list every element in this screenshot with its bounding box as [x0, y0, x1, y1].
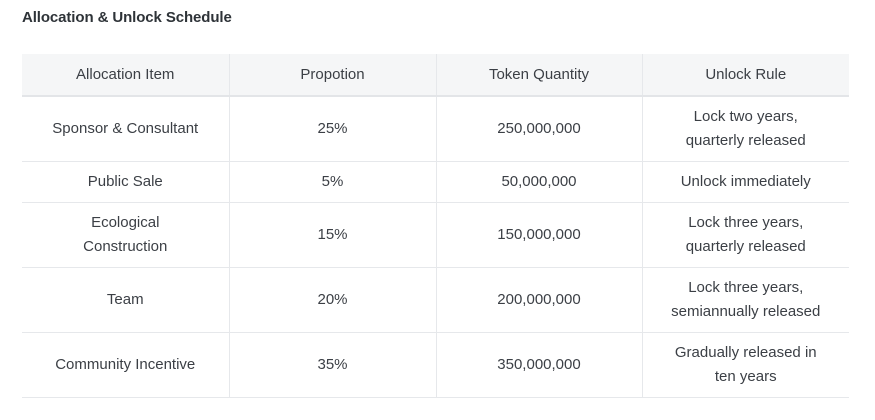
cell-token-quantity: 250,000,000 — [435, 96, 642, 162]
cell-token-quantity: 350,000,000 — [435, 332, 642, 398]
cell-proportion: 5% — [228, 161, 436, 203]
table-row: Team 20% 200,000,000 Lock three years, se… — [22, 267, 849, 333]
cell-line: Ecological — [91, 214, 160, 231]
cell-allocation-item: Team — [22, 267, 229, 333]
table-row: Sponsor & Consultant 25% 250,000,000 Loc… — [22, 96, 849, 162]
table-row: Ecological Construction 15% 150,000,000 L… — [22, 202, 849, 268]
cell-line: quarterly released — [685, 238, 806, 255]
header-token-quantity: Token Quantity — [435, 54, 642, 97]
cell-unlock-rule: Gradually released in ten years — [641, 332, 849, 398]
cell-proportion: 15% — [228, 202, 436, 268]
cell-line: Lock three years, — [688, 214, 804, 231]
cell-allocation-item: Public Sale — [22, 161, 229, 203]
cell-line: Sponsor & Consultant — [52, 120, 199, 137]
table-header-row: Allocation Item Propotion Token Quantity… — [22, 54, 849, 97]
cell-proportion: 25% — [228, 96, 436, 162]
cell-line: Community Incentive — [55, 356, 196, 373]
cell-line: Unlock immediately — [680, 173, 811, 190]
cell-line: Lock two years, — [693, 108, 798, 125]
cell-unlock-rule: Lock three years, quarterly released — [641, 202, 849, 268]
cell-proportion: 20% — [228, 267, 436, 333]
header-proportion: Propotion — [228, 54, 436, 97]
cell-line: Construction — [83, 238, 168, 255]
allocation-table: Allocation Item Propotion Token Quantity… — [22, 54, 849, 398]
cell-line: semiannually released — [671, 303, 821, 320]
header-unlock-rule: Unlock Rule — [641, 54, 849, 97]
cell-token-quantity: 200,000,000 — [435, 267, 642, 333]
cell-proportion: 35% — [228, 332, 436, 398]
cell-line: quarterly released — [685, 132, 806, 149]
table-row: Community Incentive 35% 350,000,000 Grad… — [22, 332, 849, 398]
cell-unlock-rule: Lock three years, semiannually released — [641, 267, 849, 333]
cell-line: Team — [106, 291, 144, 308]
cell-token-quantity: 50,000,000 — [435, 161, 642, 203]
cell-line: Public Sale — [87, 173, 163, 190]
cell-line: ten years — [714, 368, 777, 385]
cell-allocation-item: Ecological Construction — [22, 202, 229, 268]
cell-allocation-item: Community Incentive — [22, 332, 229, 398]
cell-allocation-item: Sponsor & Consultant — [22, 96, 229, 162]
cell-line: Lock three years, — [688, 279, 804, 296]
cell-token-quantity: 150,000,000 — [435, 202, 642, 268]
cell-unlock-rule: Lock two years, quarterly released — [641, 96, 849, 162]
cell-unlock-rule: Unlock immediately — [641, 161, 849, 203]
header-allocation-item: Allocation Item — [22, 54, 229, 97]
table-row: Public Sale 5% 50,000,000 Unlock immedia… — [22, 161, 849, 203]
page-title: Allocation & Unlock Schedule — [22, 9, 232, 26]
cell-line: Gradually released in — [674, 344, 817, 361]
